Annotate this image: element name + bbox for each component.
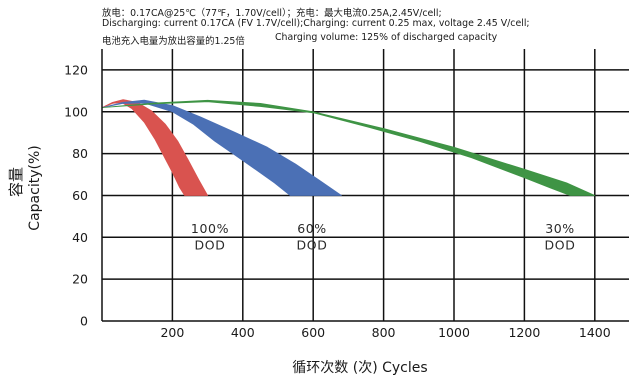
y-tick-label-80: 80 <box>72 146 88 161</box>
x-tick-label-600: 600 <box>301 325 325 340</box>
dod-label-100-dod: 100% DOD <box>191 221 229 253</box>
y-axis-ticks: 0 20 40 60 80 100 120 <box>64 62 88 328</box>
x-tick-label-1000: 1000 <box>438 325 470 340</box>
series-band-60-dod <box>101 99 342 196</box>
x-axis-ticks: 200 400 600 800 1000 1200 1400 <box>160 325 610 340</box>
y-axis-title-cn: 容量 <box>7 167 25 197</box>
plot-frame <box>101 49 629 322</box>
x-tick-label-200: 200 <box>160 325 184 340</box>
chart-series-bands <box>101 99 596 196</box>
y-tick-label-0: 0 <box>80 314 88 329</box>
dod-label-line: DOD <box>545 238 576 253</box>
dod-labels: 100% DOD 60% DOD 30% DOD <box>191 221 576 253</box>
chart-grid <box>102 49 629 321</box>
series-band-100-dod <box>101 99 208 196</box>
x-tick-label-1400: 1400 <box>579 325 611 340</box>
dod-label-line: 30% <box>545 221 575 236</box>
x-tick-label-400: 400 <box>231 325 255 340</box>
y-tick-label-60: 60 <box>72 188 88 203</box>
y-axis-title: Capacity(%) <box>27 145 43 230</box>
x-tick-label-800: 800 <box>372 325 396 340</box>
dod-label-30-dod: 30% DOD <box>545 221 576 253</box>
x-tick-label-1200: 1200 <box>508 325 540 340</box>
series-band-30-dod <box>101 99 596 196</box>
dod-label-line: 60% <box>297 221 327 236</box>
y-tick-label-120: 120 <box>64 62 88 77</box>
header-note-charge-volume-en: Charging volume: 125% of discharged capa… <box>275 32 498 43</box>
dod-label-line: DOD <box>195 238 226 253</box>
y-tick-label-20: 20 <box>72 272 88 287</box>
x-axis-title: 循环次数 (次) Cycles <box>292 360 427 376</box>
header-note-charge-volume-cn: 电池充入电量为放出容量的1.25倍 <box>102 35 245 47</box>
header-note-charge-discharge-cn: 放电：0.17CA@25℃（77℉，1.70V/cell）；充电：最大电流0.2… <box>102 7 442 19</box>
dod-label-line: DOD <box>297 238 328 253</box>
y-tick-label-40: 40 <box>72 230 88 245</box>
header-note-charge-discharge-en: Discharging: current 0.17CA (FV 1.7V/cel… <box>102 18 530 29</box>
header-notes: 放电：0.17CA@25℃（77℉，1.70V/cell）；充电：最大电流0.2… <box>102 7 530 47</box>
dod-label-line: 100% <box>191 221 229 236</box>
dod-label-60-dod: 60% DOD <box>297 221 328 253</box>
y-tick-label-100: 100 <box>64 104 88 119</box>
